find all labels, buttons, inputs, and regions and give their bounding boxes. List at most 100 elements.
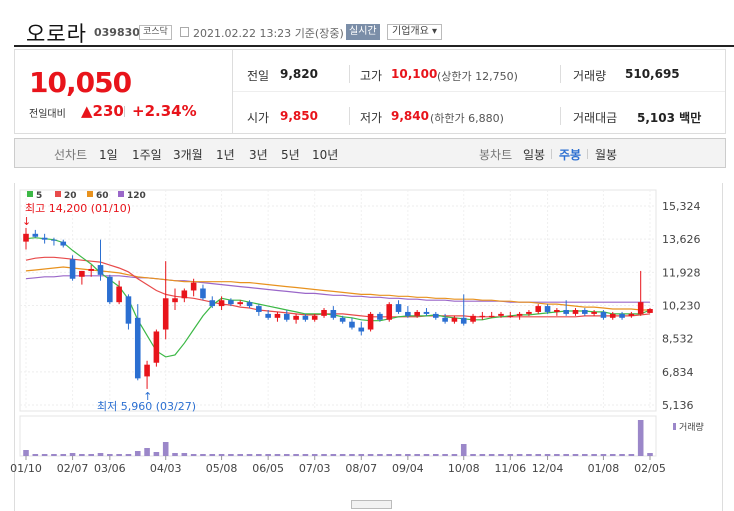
period-1d[interactable]: 1일 xyxy=(99,148,118,162)
volume-bar xyxy=(209,454,216,456)
legend-label: 5 xyxy=(36,191,42,201)
volume-bar xyxy=(311,454,318,456)
candle-monthly[interactable]: 월봉 xyxy=(595,148,618,162)
candle-body xyxy=(349,321,355,328)
stock-code: 039830 xyxy=(94,26,140,39)
volume-bar xyxy=(647,453,653,456)
legend-swatch xyxy=(118,191,124,197)
legend-label: 60 xyxy=(96,191,109,201)
period-3y[interactable]: 3년 xyxy=(249,148,268,162)
candle-body xyxy=(302,315,309,320)
x-tick-label: 12/04 xyxy=(532,462,564,475)
candle-body xyxy=(134,317,141,379)
divider xyxy=(587,149,588,159)
candle-daily[interactable]: 일봉 xyxy=(523,148,546,162)
divider xyxy=(349,107,350,125)
high-label: 고가 xyxy=(360,69,383,83)
timestamp: 2021.02.22 13:23 기준(장중) xyxy=(193,25,344,41)
candle-body xyxy=(181,290,188,299)
chart-scroll-handle[interactable] xyxy=(351,500,392,509)
period-10y[interactable]: 10년 xyxy=(312,148,339,162)
candle-weekly[interactable]: 주봉 xyxy=(559,148,582,162)
volume-bar xyxy=(321,454,327,456)
candle-body xyxy=(246,302,253,307)
chart-toolbar: 선차트 1일 1주일 3개월 1년 3년 5년 10년 봉차트 일봉 주봉 월봉 xyxy=(14,138,726,168)
volume-label: 거래량 xyxy=(573,69,607,83)
candle-body xyxy=(414,311,420,316)
y-tick-label: 13,626 xyxy=(662,233,701,246)
candle-body xyxy=(162,298,169,330)
x-tick-label: 02/07 xyxy=(57,462,89,475)
volume-bar xyxy=(637,420,644,456)
candle-body xyxy=(293,315,299,320)
volume-bar xyxy=(265,454,271,456)
x-tick-label: 03/06 xyxy=(94,462,126,475)
x-tick-label: 01/08 xyxy=(588,462,620,475)
candle-body xyxy=(544,306,551,312)
period-3m[interactable]: 3개월 xyxy=(173,148,203,162)
legend-label: 20 xyxy=(64,191,77,201)
candle-body xyxy=(190,282,197,291)
volume-panel xyxy=(19,415,657,457)
current-price-panel: 10,050 전일대비 ▲230 +2.34% xyxy=(15,50,233,133)
x-tick-label: 10/08 xyxy=(448,462,480,475)
candle-body xyxy=(200,288,206,299)
period-5y[interactable]: 5년 xyxy=(281,148,300,162)
candle-body xyxy=(283,313,290,320)
x-tick-label: 07/03 xyxy=(299,462,331,475)
volume-bar xyxy=(377,454,383,456)
company-overview-button[interactable]: 기업개요 ▾ xyxy=(387,24,443,40)
header-divider xyxy=(14,45,734,47)
volume-bar xyxy=(451,454,458,456)
current-price: 10,050 xyxy=(29,66,132,99)
volume-bar xyxy=(628,454,635,456)
stock-header: 오로라 039830 코스닥 2021.02.22 13:23 기준(장중) 실… xyxy=(0,0,734,47)
volume-bar xyxy=(432,454,439,456)
y-tick-label: 8,532 xyxy=(662,333,694,346)
amount-value: 5,103 백만 xyxy=(637,109,701,126)
candle-body xyxy=(498,313,504,316)
period-1w[interactable]: 1주일 xyxy=(132,148,162,162)
candle-body xyxy=(377,313,383,320)
legend-swatch xyxy=(55,191,61,197)
volume-bar xyxy=(97,453,104,456)
legend-swatch xyxy=(87,191,93,197)
candle-body xyxy=(432,313,439,318)
volume-bar xyxy=(395,454,402,456)
candle-body xyxy=(144,364,150,377)
candle-chart-label: 봉차트 xyxy=(479,148,513,162)
volume-bar xyxy=(60,454,67,456)
candle-body xyxy=(274,313,281,318)
candle-body xyxy=(60,241,67,246)
volume-value: 510,695 xyxy=(625,67,680,81)
period-1y[interactable]: 1년 xyxy=(216,148,235,162)
candle-body xyxy=(209,300,216,307)
candle-body xyxy=(125,296,132,324)
x-tick-label: 11/06 xyxy=(494,462,526,475)
candle-body xyxy=(628,313,635,316)
volume-bar xyxy=(582,454,588,456)
prev-close-label: 전일 xyxy=(247,69,270,83)
price-summary: 10,050 전일대비 ▲230 +2.34% 전일 9,820 고가 10,1… xyxy=(14,49,726,134)
volume-bar xyxy=(200,454,206,456)
volume-bar xyxy=(572,454,579,456)
candle-body xyxy=(79,270,85,277)
volume-bar xyxy=(256,454,262,456)
volume-bar xyxy=(190,454,197,456)
volume-bar xyxy=(125,454,132,456)
high-value: 10,100 xyxy=(391,67,438,81)
realtime-button[interactable]: 실시간 xyxy=(346,24,380,40)
volume-bar xyxy=(69,453,76,456)
candle-body xyxy=(88,268,94,271)
min-price-label: 최저 5,960 (03/27) xyxy=(97,400,196,413)
candle-body xyxy=(395,304,402,312)
volume-bar xyxy=(246,454,253,456)
clock-icon xyxy=(180,27,189,37)
chevron-down-icon: ▾ xyxy=(432,26,438,37)
candle-body xyxy=(479,315,486,317)
y-tick-label: 6,834 xyxy=(662,366,694,379)
volume-bar xyxy=(153,452,160,456)
volume-bar xyxy=(591,454,597,456)
volume-bar xyxy=(302,454,309,456)
candle-body xyxy=(107,276,113,303)
